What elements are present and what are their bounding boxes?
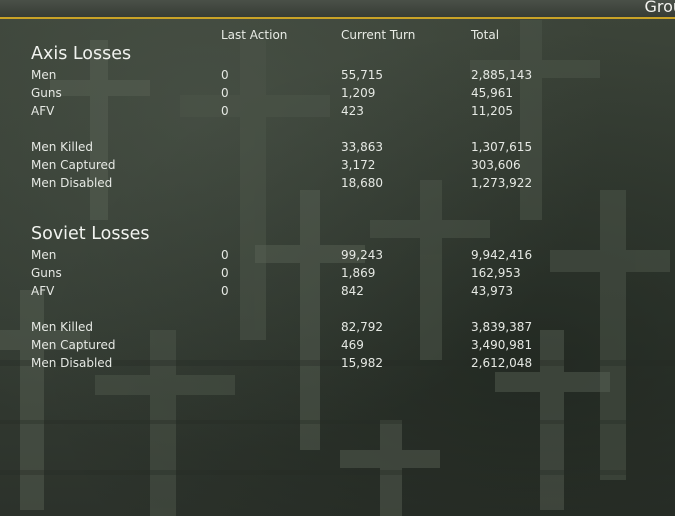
- total-value: 2,612,048: [471, 356, 533, 370]
- soviet-row-men-captured: Men Captured 469 3,490,981: [0, 338, 675, 356]
- axis-row-men-disabled: Men Disabled 18,680 1,273,922: [0, 176, 675, 194]
- axis-row-afv: AFV 0 423 11,205: [0, 104, 675, 122]
- row-label: AFV: [31, 104, 55, 118]
- soviet-row-men-disabled: Men Disabled 15,982 2,612,048: [0, 356, 675, 374]
- current-turn-value: 1,209: [341, 86, 376, 100]
- row-label: Guns: [31, 266, 62, 280]
- total-value: 11,205: [471, 104, 513, 118]
- total-value: 1,273,922: [471, 176, 533, 190]
- row-label: Men Captured: [31, 338, 116, 352]
- total-value: 3,490,981: [471, 338, 533, 352]
- column-header-total: Total: [471, 28, 500, 42]
- axis-row-men-killed: Men Killed 33,863 1,307,615: [0, 140, 675, 158]
- last-action-value: 0: [221, 104, 229, 118]
- axis-row-guns: Guns 0 1,209 45,961: [0, 86, 675, 104]
- row-label: Men: [31, 68, 57, 82]
- row-label: Men Disabled: [31, 356, 113, 370]
- axis-row-men: Men 0 55,715 2,885,143: [0, 68, 675, 86]
- total-value: 303,606: [471, 158, 521, 172]
- last-action-value: 0: [221, 68, 229, 82]
- current-turn-value: 82,792: [341, 320, 383, 334]
- current-turn-value: 33,863: [341, 140, 383, 154]
- soviet-losses-title: Soviet Losses: [31, 224, 150, 244]
- total-value: 162,953: [471, 266, 521, 280]
- row-label: Guns: [31, 86, 62, 100]
- current-turn-value: 99,243: [341, 248, 383, 262]
- current-turn-value: 1,869: [341, 266, 376, 280]
- column-header-current-turn: Current Turn: [341, 28, 416, 42]
- row-label: AFV: [31, 284, 55, 298]
- axis-row-men-captured: Men Captured 3,172 303,606: [0, 158, 675, 176]
- row-label: Men Captured: [31, 158, 116, 172]
- row-label: Men Disabled: [31, 176, 113, 190]
- current-turn-value: 3,172: [341, 158, 376, 172]
- last-action-value: 0: [221, 86, 229, 100]
- last-action-value: 0: [221, 248, 229, 262]
- total-value: 3,839,387: [471, 320, 533, 334]
- soviet-row-men: Men 0 99,243 9,942,416: [0, 248, 675, 266]
- axis-losses-title: Axis Losses: [31, 44, 132, 64]
- row-label: Men: [31, 248, 57, 262]
- total-value: 1,307,615: [471, 140, 533, 154]
- row-label: Men Killed: [31, 140, 94, 154]
- current-turn-value: 55,715: [341, 68, 383, 82]
- last-action-value: 0: [221, 266, 229, 280]
- current-turn-value: 842: [341, 284, 364, 298]
- current-turn-value: 18,680: [341, 176, 383, 190]
- total-value: 2,885,143: [471, 68, 533, 82]
- soviet-row-guns: Guns 0 1,869 162,953: [0, 266, 675, 284]
- soviet-row-men-killed: Men Killed 82,792 3,839,387: [0, 320, 675, 338]
- header-bar: Grou: [0, 0, 675, 19]
- column-header-last-action: Last Action: [221, 28, 288, 42]
- current-turn-value: 15,982: [341, 356, 383, 370]
- total-value: 9,942,416: [471, 248, 533, 262]
- total-value: 43,973: [471, 284, 513, 298]
- header-title: Grou: [644, 0, 675, 16]
- row-label: Men Killed: [31, 320, 94, 334]
- current-turn-value: 469: [341, 338, 364, 352]
- total-value: 45,961: [471, 86, 513, 100]
- current-turn-value: 423: [341, 104, 364, 118]
- last-action-value: 0: [221, 284, 229, 298]
- soviet-row-afv: AFV 0 842 43,973: [0, 284, 675, 302]
